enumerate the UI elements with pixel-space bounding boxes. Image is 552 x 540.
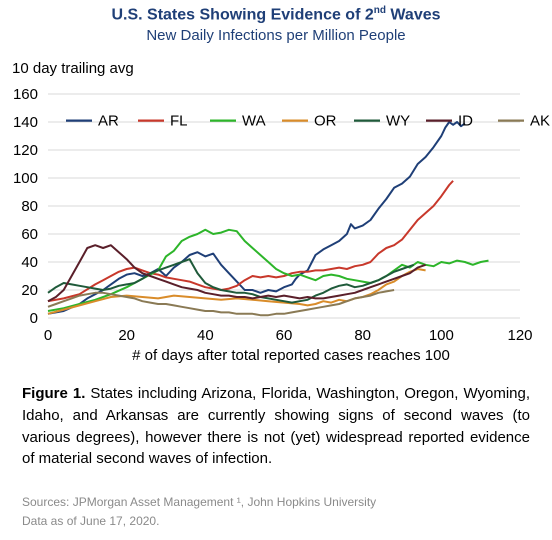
- x-tick-label: 40: [197, 327, 214, 344]
- y-tick-label: 0: [30, 310, 38, 327]
- x-tick-label: 0: [44, 327, 52, 344]
- y-tick-label: 160: [13, 86, 38, 103]
- legend-label: AR: [98, 113, 119, 130]
- x-tick-label: 120: [507, 327, 532, 344]
- legend-label: OR: [314, 113, 337, 130]
- figure-caption: Figure 1. States including Arizona, Flor…: [22, 383, 530, 470]
- series-lines: [47, 121, 489, 317]
- y-tick-label: 60: [21, 226, 38, 243]
- legend: AR FL WA OR WY ID AK: [66, 113, 550, 130]
- caption-text: States including Arizona, Florida, Washi…: [22, 385, 530, 468]
- line-chart: 0 20 40 60 80 100 120 140 160 0 20 40 60 80 100 120 AR…: [13, 86, 550, 344]
- y-axis-label: 10 day trailing avg: [12, 60, 134, 77]
- series-line-wy: [47, 258, 415, 304]
- x-tick-label: 60: [276, 327, 293, 344]
- legend-label: AK: [530, 113, 550, 130]
- data-date-line: Data as of June 17, 2020.: [22, 514, 160, 529]
- legend-label: FL: [170, 113, 188, 130]
- legend-label: WY: [386, 113, 410, 130]
- x-axis-ticks: 0 20 40 60 80 100 120: [44, 327, 533, 344]
- caption-label: Figure 1.: [22, 385, 86, 402]
- series-line-or: [47, 268, 426, 315]
- y-tick-label: 40: [21, 254, 38, 271]
- x-tick-label: 80: [354, 327, 371, 344]
- sources-line: Sources: JPMorgan Asset Management ¹, Jo…: [22, 495, 377, 509]
- title-end: Waves: [385, 6, 441, 24]
- series-line-ar: [47, 121, 466, 315]
- x-tick-label: 100: [429, 327, 454, 344]
- title-main: U.S. States Showing Evidence of 2: [111, 6, 374, 24]
- y-tick-label: 20: [21, 282, 38, 299]
- y-tick-label: 100: [13, 170, 38, 187]
- y-axis-ticks: 0 20 40 60 80 100 120 140 160: [13, 86, 38, 327]
- sources-note: Sources: JPMorgan Asset Management ¹, Jo…: [22, 493, 530, 531]
- grid-lines: [48, 93, 520, 319]
- series-line-id: [47, 244, 426, 303]
- legend-label: WA: [242, 113, 266, 130]
- series-line-ak: [47, 289, 395, 317]
- chart-subtitle: New Daily Infections per Million People: [146, 27, 406, 44]
- y-tick-label: 80: [21, 198, 38, 215]
- legend-label: ID: [458, 113, 473, 130]
- x-tick-label: 20: [118, 327, 135, 344]
- x-axis-label: # of days after total reported cases rea…: [132, 347, 450, 364]
- y-tick-label: 140: [13, 114, 38, 131]
- title-superscript: nd: [373, 5, 386, 16]
- y-tick-label: 120: [13, 142, 38, 159]
- chart-title: U.S. States Showing Evidence of 2nd Wave…: [0, 5, 552, 24]
